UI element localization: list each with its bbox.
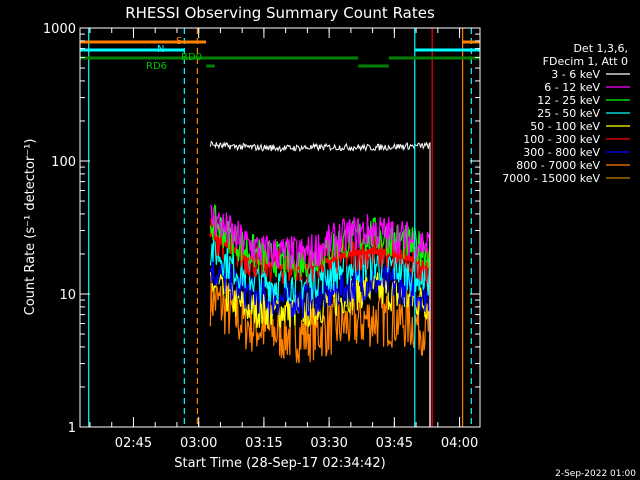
legend-label: 25 - 50 keV: [537, 107, 600, 120]
legend-label: 800 - 7000 keV: [516, 159, 600, 172]
plot-frame: [79, 27, 481, 428]
legend-header-1: FDecim 1, Att 0: [543, 55, 628, 68]
y-tick-label: 1000: [43, 22, 76, 37]
legend-label: 3 - 6 keV: [551, 68, 600, 81]
legend-label: 7000 - 15000 keV: [502, 172, 600, 185]
series-300-800kev: [209, 256, 431, 427]
markers-layer: [88, 28, 472, 427]
y-axis-label: Count Rate (s⁻¹ detector⁻¹): [23, 139, 38, 316]
flag-label-rd6: RD6: [146, 61, 167, 72]
legend-label: 6 - 12 keV: [544, 81, 600, 94]
x-tick-label: 02:45: [115, 436, 152, 451]
flag-label-rd0: RD0: [181, 52, 202, 63]
legend-label: 50 - 100 keV: [530, 120, 600, 133]
x-axis-label: Start Time (28-Sep-17 02:34:42): [174, 456, 385, 471]
flag-label-n: N: [157, 44, 164, 55]
series-800-7000kev: [209, 272, 431, 427]
series-6-12kev: [210, 204, 431, 427]
series-50-100kev: [209, 272, 431, 427]
x-tick-label: 04:00: [441, 436, 478, 451]
y-tick-label: 1: [68, 421, 76, 436]
legend-label: 100 - 300 keV: [523, 133, 600, 146]
series-3-6kev: [209, 140, 431, 427]
x-tick-label: 03:30: [310, 436, 347, 451]
x-tick-label: 03:45: [376, 436, 413, 451]
legend-header-0: Det 1,3,6,: [573, 42, 628, 55]
legend-label: 12 - 25 keV: [537, 94, 600, 107]
x-tick-label: 03:00: [180, 436, 217, 451]
axes-layer: 1 10 100 1000 02:45 03:00 03:15 03:30 03:45 04:00: [43, 22, 480, 451]
y-tick-label: 10: [59, 288, 76, 303]
series-12-25kev: [209, 204, 431, 427]
chart-title: RHESSI Observing Summary Count Rates: [125, 4, 435, 22]
flag-label-s: S: [176, 36, 182, 47]
x-tick-label: 03:15: [245, 436, 282, 451]
flags-layer: S N RD0 RD6: [80, 36, 480, 72]
series-layer: [208, 140, 432, 427]
y-tick-label: 100: [51, 155, 76, 170]
footer-timestamp: 2-Sep-2022 01:00: [555, 469, 636, 479]
legend-label: 300 - 800 keV: [523, 146, 600, 159]
